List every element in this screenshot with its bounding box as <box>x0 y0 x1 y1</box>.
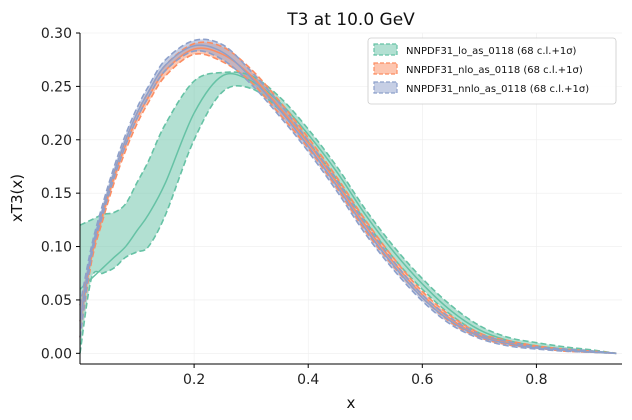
chart-title: T3 at 10.0 GeV <box>286 10 415 30</box>
lower-line-series-1 <box>79 53 617 355</box>
upper-line-series-2 <box>79 38 617 355</box>
x-tick-label: 0.4 <box>297 372 319 388</box>
x-tick-label: 0.6 <box>411 372 433 388</box>
upper-line-series-0 <box>79 71 617 355</box>
series-lines <box>79 38 617 355</box>
y-tick-label: 0.15 <box>41 186 72 202</box>
legend-swatch <box>373 62 398 75</box>
legend-label: NNPDF31_nlo_as_0118 (68 c.l.+1σ) <box>406 65 583 76</box>
legend-swatch <box>373 43 398 56</box>
x-tick-label: 0.8 <box>525 372 547 388</box>
y-tick-label: 0.30 <box>41 26 72 42</box>
center-line-series-2 <box>79 44 617 355</box>
legend-label: NNPDF31_nnlo_as_0118 (68 c.l.+1σ) <box>406 84 589 95</box>
y-tick-label: 0.20 <box>41 133 72 149</box>
y-tick-label: 0.05 <box>41 293 72 309</box>
legend-label: NNPDF31_lo_as_0118 (68 c.l.+1σ) <box>406 46 577 57</box>
x-tick-label: 0.2 <box>183 372 205 388</box>
axes <box>79 33 622 365</box>
upper-line-series-1 <box>79 41 617 355</box>
legend: NNPDF31_lo_as_0118 (68 c.l.+1σ) NNPDF31_n… <box>367 37 617 105</box>
y-ticks: 0.00 0.05 0.10 0.15 0.20 0.25 0.30 <box>41 26 80 362</box>
x-ticks: 0.2 0.4 0.6 0.8 <box>183 364 548 388</box>
lower-line-series-2 <box>79 49 617 355</box>
x-axis-label: x <box>347 394 356 412</box>
y-tick-label: 0.00 <box>41 346 72 362</box>
y-tick-label: 0.10 <box>41 240 72 256</box>
legend-swatch <box>373 81 398 94</box>
band-series-0 <box>80 72 617 354</box>
y-tick-label: 0.25 <box>41 79 72 95</box>
y-axis-label: xT3(x) <box>8 174 26 222</box>
legend-box <box>367 37 617 105</box>
